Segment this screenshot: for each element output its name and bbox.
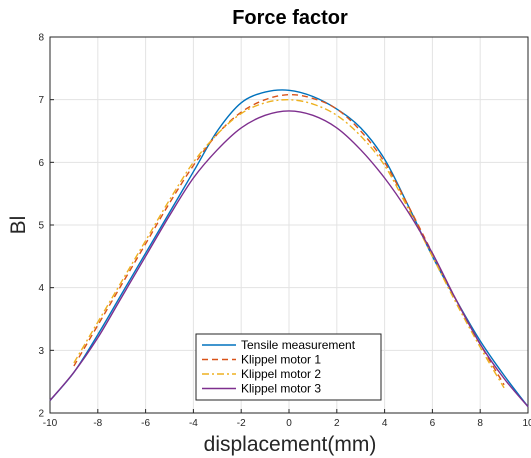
x-tick-label: -6 — [141, 418, 150, 429]
x-tick-label: 10 — [522, 418, 531, 429]
legend-entry-3: Klippel motor 2 — [241, 367, 321, 381]
x-tick-label: 0 — [286, 418, 292, 429]
legend-entry-1: Tensile measurement — [241, 338, 356, 352]
legend-entry-2: Klippel motor 1 — [241, 353, 321, 367]
x-tick-label: -8 — [93, 418, 102, 429]
x-tick-label: -10 — [43, 418, 58, 429]
y-tick-label: 2 — [38, 409, 44, 420]
y-tick-label: 3 — [38, 346, 44, 357]
y-axis-label: Bl — [7, 216, 30, 235]
x-tick-label: 6 — [430, 418, 436, 429]
x-tick-label: 8 — [477, 418, 483, 429]
y-tick-label: 8 — [38, 33, 44, 44]
series-line-3 — [73, 98, 505, 389]
chart-title: Force factor — [232, 7, 348, 29]
x-tick-label: 2 — [334, 418, 340, 429]
y-tick-label: 7 — [38, 95, 44, 106]
x-axis-label: displacement(mm) — [204, 433, 377, 456]
axis-ticks: -10 -8 -6 -4 -2 0 2 4 6 8 10 2 3 4 5 6 7 8 — [38, 33, 531, 430]
series-lines — [49, 89, 529, 408]
y-tick-label: 5 — [38, 221, 44, 232]
legend-entry-4: Klippel motor 3 — [241, 382, 321, 396]
x-tick-label: 4 — [382, 418, 388, 429]
x-tick-label: -4 — [189, 418, 198, 429]
y-tick-label: 6 — [38, 158, 44, 169]
series-line-4 — [49, 110, 529, 408]
x-tick-label: -2 — [237, 418, 246, 429]
y-tick-label: 4 — [38, 283, 44, 294]
